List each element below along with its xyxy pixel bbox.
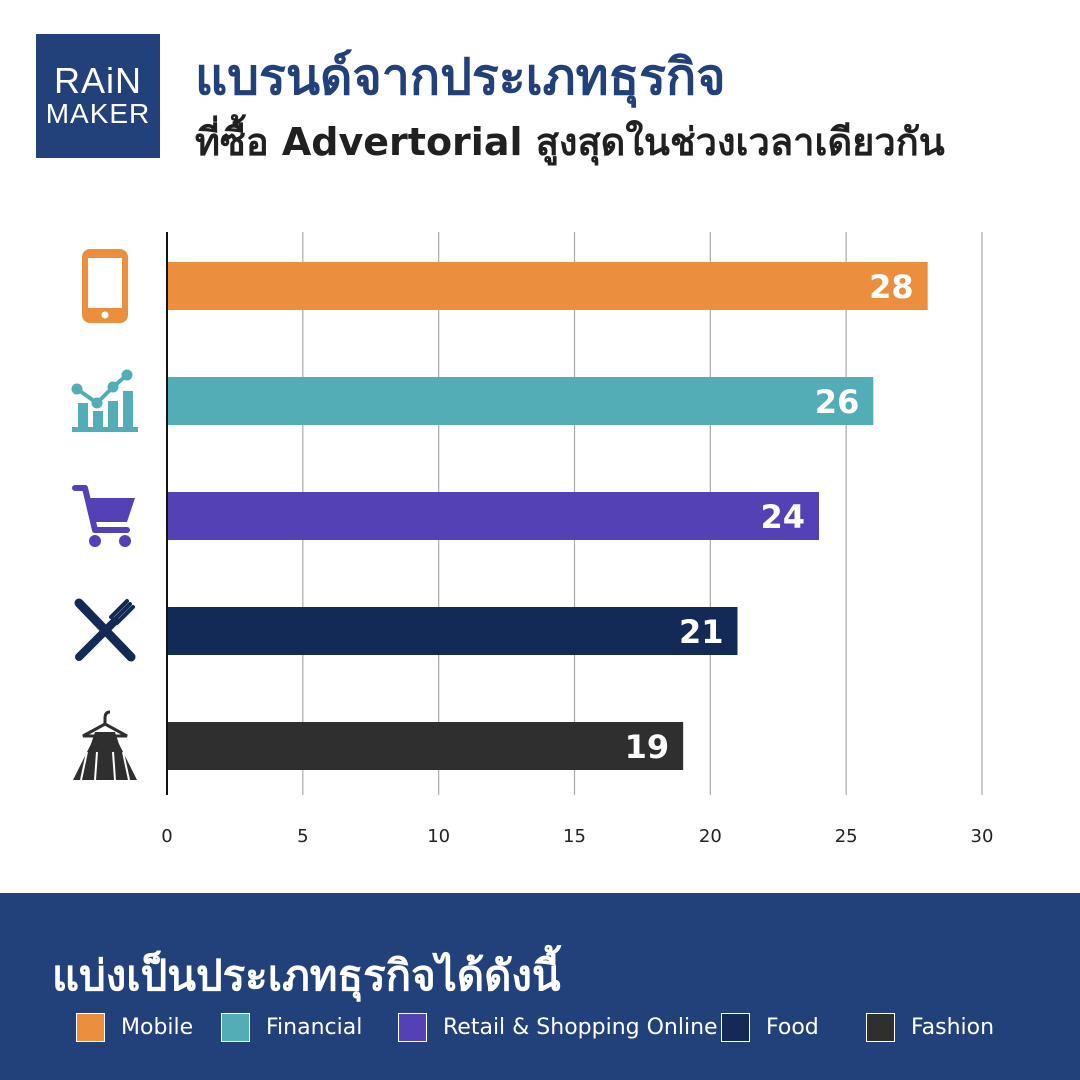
x-tick-label: 15: [563, 826, 586, 847]
legend-item-retail: Retail & Shopping Online: [398, 1013, 718, 1042]
bar-food: [168, 607, 738, 655]
page-subtitle: ที่ซื้อ Advertorial สูงสุดในช่วงเวลาเดีย…: [195, 120, 945, 164]
legend-title: แบ่งเป็นประเภทธุรกิจได้ดังนี้: [52, 951, 561, 1000]
bar-retail-shopping-online: [168, 492, 819, 540]
dress-hanger-icon: [73, 710, 137, 781]
legend-label: Mobile: [121, 1015, 194, 1040]
page-title: แบรนด์จากประเภทธุรกิจ: [195, 48, 726, 106]
bar-financial: [168, 377, 874, 425]
legend-item-mobile: Mobile: [76, 1013, 193, 1042]
legend-item-fashion: Fashion: [866, 1013, 994, 1042]
logo-line-2: MAKER: [45, 98, 151, 130]
shopping-cart-icon: [72, 485, 135, 547]
bar-value-label: 19: [625, 728, 670, 766]
bar-mobile: [168, 262, 928, 310]
x-tick-label: 30: [971, 826, 994, 847]
bar-value-label: 26: [815, 383, 860, 421]
fork-knife-icon: [74, 598, 136, 662]
legend-swatch: [866, 1013, 895, 1042]
bar-fashion: [168, 722, 684, 770]
bar-chart: 0 5 10 15 20 25 30 28 26 24 21 19: [71, 232, 994, 847]
rainmaker-logo: RAiN MAKER: [36, 34, 160, 158]
bar-value-label: 24: [760, 498, 805, 536]
legend-label: Financial: [266, 1015, 363, 1040]
legend-label: Fashion: [911, 1015, 995, 1040]
legend-label: Food: [766, 1015, 819, 1040]
x-tick-label: 5: [297, 826, 308, 847]
legend-item-financial: Financial: [221, 1013, 362, 1042]
financial-chart-icon: [71, 369, 138, 432]
logo-line-1: RAiN: [53, 60, 142, 102]
legend-label: Retail & Shopping Online: [443, 1015, 718, 1040]
x-tick-label: 0: [161, 826, 172, 847]
bar-value-label: 28: [869, 268, 914, 306]
legend: Mobile Financial Retail & Shopping Onlin…: [0, 1013, 1080, 1053]
legend-item-food: Food: [721, 1013, 819, 1042]
legend-swatch: [76, 1013, 105, 1042]
legend-swatch: [721, 1013, 750, 1042]
x-tick-label: 10: [427, 826, 450, 847]
x-tick-label: 20: [699, 826, 722, 847]
legend-panel: แบ่งเป็นประเภทธุรกิจได้ดังนี้ Mobile Fin…: [0, 893, 1080, 1080]
x-tick-label: 25: [835, 826, 858, 847]
mobile-phone-icon: [82, 249, 128, 323]
legend-swatch: [398, 1013, 427, 1042]
legend-swatch: [221, 1013, 250, 1042]
bar-value-label: 21: [679, 613, 724, 651]
